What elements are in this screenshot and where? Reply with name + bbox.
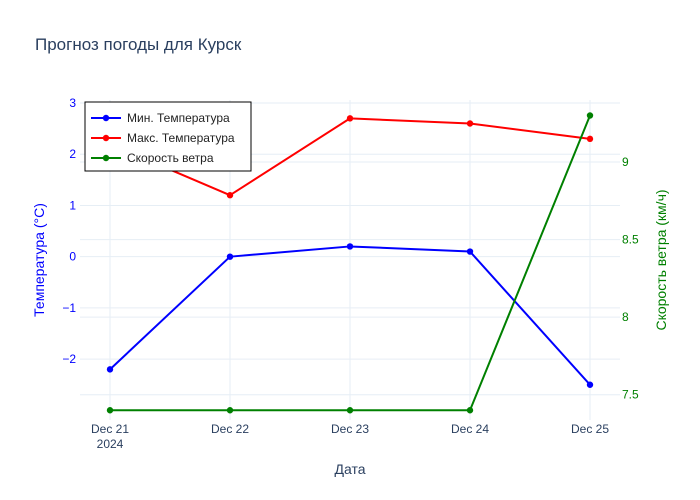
y-left-tick-label: 0 (69, 250, 76, 264)
series-2-point (466, 120, 474, 127)
y-right-tick-label: 8.5 (622, 233, 639, 247)
x-tick-label: Dec 25 (571, 422, 609, 436)
x-tick-label: Dec 21 (91, 422, 129, 436)
series-2-point (586, 135, 594, 143)
x-tick-label: Dec 22 (211, 422, 249, 436)
legend-swatch-marker (102, 134, 110, 142)
chart-title: Прогноз погоды для Курск (35, 35, 242, 54)
y-left-tick-label: 2 (69, 147, 76, 161)
series-1-point (106, 366, 114, 373)
legend-box (84, 101, 252, 172)
y-left-tick-label: −2 (62, 352, 76, 366)
series-1-point (346, 243, 354, 250)
series-1-point (226, 253, 234, 260)
y-left-tick-label: −1 (62, 301, 76, 315)
series-3-point (586, 112, 594, 119)
series-3-point (226, 407, 234, 414)
x-ticks: Dec 21 Dec 22 Dec 23 Dec 24 Dec 25 2024 (91, 422, 609, 451)
legend-swatch-marker (102, 154, 110, 162)
series-layer (106, 112, 594, 414)
legend-swatch-marker (102, 114, 110, 122)
y-right-ticks: 7.5 8 8.5 9 (622, 155, 639, 402)
y-right-tick-label: 9 (622, 155, 629, 169)
series-3-point (466, 407, 474, 414)
y-left-ticks: −2 −1 0 1 2 3 (62, 96, 76, 366)
y-right-axis-label: Скорость ветра (км/ч) (653, 189, 669, 330)
y-left-tick-label: 3 (69, 96, 76, 110)
series-3-point (346, 407, 354, 414)
series-3-point (106, 407, 114, 414)
y-left-tick-label: 1 (69, 198, 76, 212)
legend: Мин. Температура Макс. Температура Скорост… (84, 101, 252, 172)
x-axis-label: Дата (334, 461, 365, 477)
series-2-point (226, 192, 234, 199)
legend-label: Макс. Температура (127, 131, 235, 145)
y-right-tick-label: 7.5 (622, 388, 639, 402)
y-left-axis-label: Температура (°C) (31, 203, 47, 317)
legend-label: Скорость ветра (127, 151, 214, 165)
x-tick-label: Dec 23 (331, 422, 369, 436)
x-tick-label: Dec 24 (451, 422, 489, 436)
series-1-point (586, 381, 594, 388)
legend-label: Мин. Температура (127, 111, 230, 125)
x-tick-year-label: 2024 (97, 437, 124, 451)
series-1-point (466, 248, 474, 255)
series-2-point (346, 115, 354, 122)
y-right-tick-label: 8 (622, 310, 629, 324)
